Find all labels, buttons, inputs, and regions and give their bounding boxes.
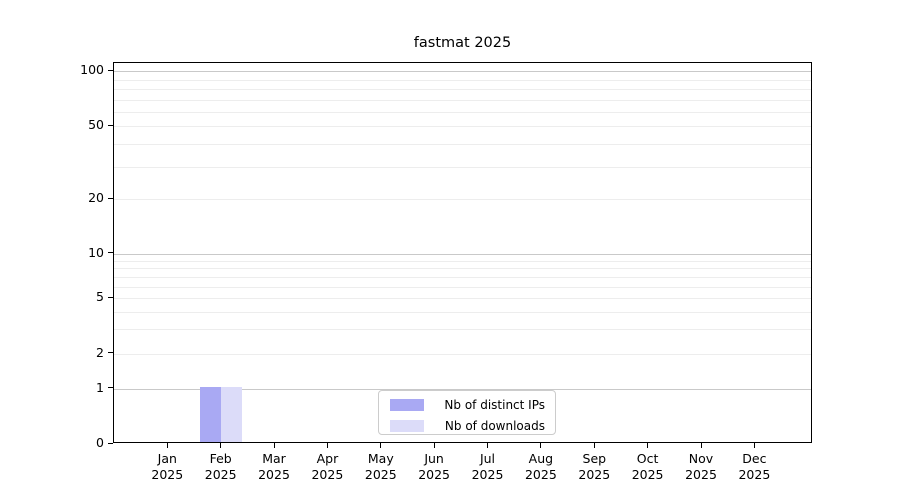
gridline-major [114, 71, 811, 73]
x-tick-label: Aug 2025 [511, 451, 571, 482]
x-tick-mark [326, 443, 328, 448]
gridline-minor [114, 99, 811, 101]
y-tick-label: 1 [96, 379, 104, 395]
gridline-major [114, 388, 811, 390]
x-tick-year: 2025 [204, 466, 237, 482]
gridline-minor [114, 166, 811, 168]
chart-title: fastmat 2025 [413, 35, 512, 51]
y-tick-label: 20 [88, 190, 104, 205]
legend-swatch-icon [390, 398, 424, 411]
x-tick-month: Nov [688, 451, 714, 466]
y-tick-mark [108, 124, 113, 126]
x-tick-mark [487, 443, 488, 448]
gridline-major [114, 253, 811, 255]
gridline-minor [114, 199, 811, 200]
gridline-minor [114, 353, 811, 355]
y-tick-label: 5 [96, 289, 104, 305]
x-tick-label: Jan 2025 [137, 451, 197, 482]
x-tick-year: 2025 [631, 466, 664, 482]
gridline-minor [114, 111, 811, 113]
legend-label: Nb of downloads [444, 418, 545, 433]
x-tick-label: May 2025 [351, 451, 411, 482]
legend-label: Nb of distinct IPs [444, 397, 545, 412]
x-tick-label: Mar 2025 [244, 451, 304, 482]
gridline-minor [114, 311, 811, 313]
x-tick-label: Sep 2025 [564, 451, 624, 482]
legend-item: Nb of downloads [390, 417, 545, 434]
x-tick-mark [220, 443, 222, 448]
gridline-minor [114, 268, 811, 270]
x-tick-month: Sep [582, 451, 607, 466]
y-tick-mark [108, 197, 113, 199]
x-tick-mark [380, 443, 382, 448]
y-tick-label: 50 [88, 117, 104, 133]
x-tick-month: Aug [528, 451, 554, 466]
x-tick-year: 2025 [364, 466, 397, 482]
bar-distinct-ips-feb [199, 386, 221, 442]
x-tick-label: Nov 2025 [671, 451, 731, 482]
y-tick-mark [108, 442, 113, 444]
gridline-minor [114, 329, 811, 331]
x-tick-month: Feb [209, 451, 232, 466]
x-tick-month: May [367, 451, 394, 466]
x-tick-year: 2025 [418, 466, 450, 482]
gridline-minor [114, 89, 811, 90]
x-tick-mark [540, 443, 542, 448]
x-tick-year: 2025 [685, 466, 717, 482]
y-tick-label: 2 [96, 344, 104, 360]
x-tick-label: Apr 2025 [297, 451, 357, 482]
x-tick-year: 2025 [578, 466, 611, 482]
x-tick-label: Dec 2025 [724, 451, 784, 482]
x-tick-year: 2025 [151, 466, 184, 482]
x-tick-mark [647, 443, 649, 448]
bar-downloads-feb [220, 386, 242, 442]
gridline-minor [114, 298, 811, 300]
plot-area [113, 62, 812, 443]
x-tick-year: 2025 [524, 466, 557, 482]
x-tick-month: Oct [636, 451, 659, 466]
x-tick-label: Jul 2025 [458, 451, 518, 482]
x-tick-mark [753, 443, 755, 448]
x-tick-month: Jun [424, 451, 444, 466]
x-tick-label: Oct 2025 [618, 451, 678, 482]
x-tick-label: Jun 2025 [404, 451, 464, 482]
x-tick-mark [433, 443, 435, 448]
gridline-minor [114, 144, 811, 145]
y-tick-label: 10 [88, 244, 104, 260]
legend-swatch-icon [390, 419, 424, 432]
y-tick-mark [108, 252, 113, 254]
y-tick-mark [108, 352, 113, 354]
y-tick-label: 0 [96, 435, 104, 450]
y-tick-mark [108, 387, 113, 389]
x-tick-label: Feb 2025 [191, 451, 251, 482]
gridline-minor [114, 286, 811, 288]
gridline-minor [114, 260, 811, 262]
x-tick-month: Jan [157, 451, 177, 466]
y-tick-label: 100 [80, 62, 104, 78]
x-tick-month: Mar [262, 451, 286, 466]
x-tick-year: 2025 [258, 466, 290, 482]
x-tick-month: Jul [479, 451, 496, 466]
x-tick-year: 2025 [738, 466, 771, 482]
x-tick-year: 2025 [471, 466, 504, 482]
gridline-minor [114, 126, 811, 128]
x-tick-mark [593, 443, 595, 448]
gridline-minor [114, 276, 811, 278]
x-tick-mark [273, 443, 275, 448]
legend-item: Nb of distinct IPs [390, 396, 545, 413]
x-tick-mark [700, 443, 702, 448]
x-tick-year: 2025 [311, 466, 344, 482]
legend: Nb of distinct IPs Nb of downloads [378, 390, 556, 435]
x-tick-month: Dec [742, 451, 767, 466]
y-tick-mark [108, 69, 113, 71]
x-tick-mark [166, 443, 168, 448]
y-tick-mark [108, 296, 113, 298]
gridline-minor [114, 79, 811, 81]
x-tick-month: Apr [316, 451, 339, 466]
